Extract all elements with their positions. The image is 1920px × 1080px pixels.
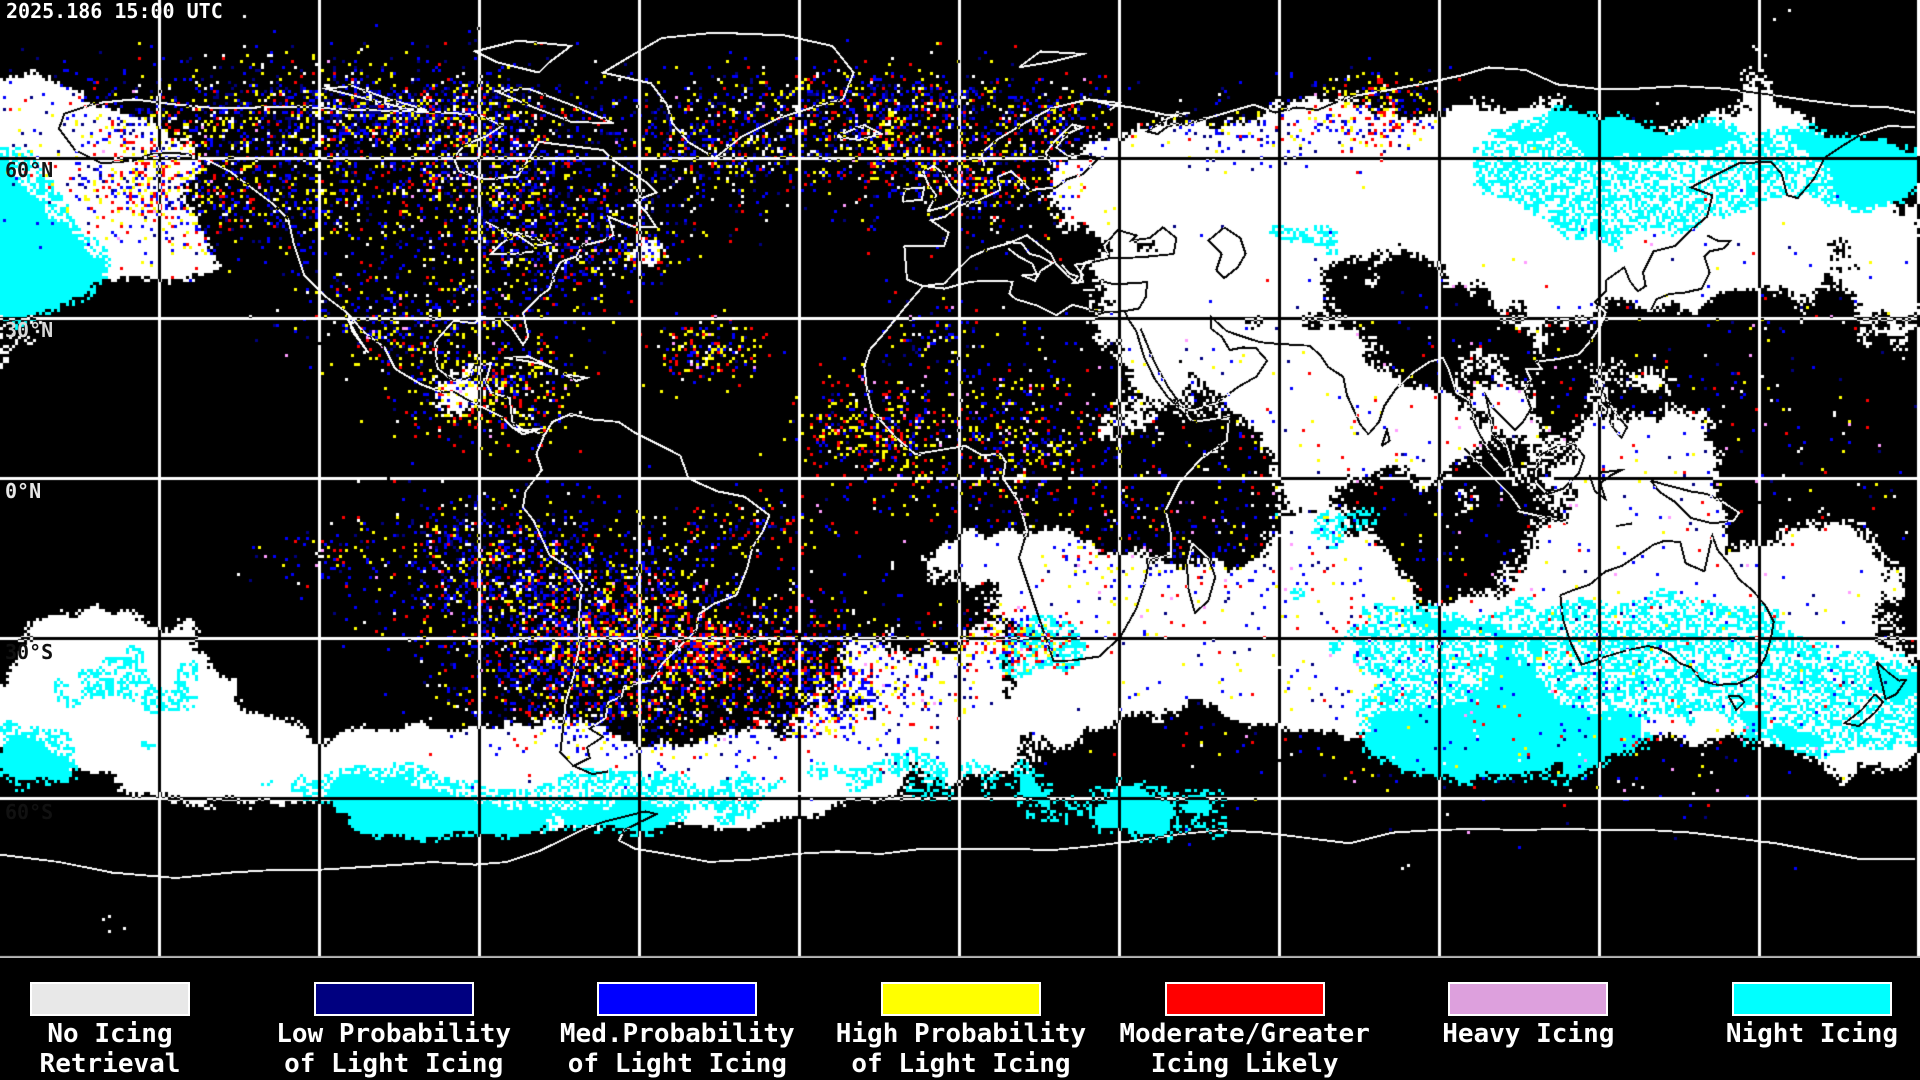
legend-swatch-moderate-greater [1164,982,1325,1016]
legend-label-line1: Low Probability [276,1019,512,1049]
map-area: 2025.186 15:00 UTC 60°N 30°N 0°N 30°S 60°S [0,0,1920,958]
legend-item-high-probability-light-icing: High Probability of Light Icing [836,982,1086,1080]
legend-item-no-icing-retrieval: No Icing Retrieval [28,982,192,1080]
legend-swatch-high-probability [880,982,1041,1016]
latitude-label-60°N: 60°N [5,158,54,182]
timestamp-label: 2025.186 15:00 UTC [6,0,223,23]
legend-swatch-low-probability [313,982,474,1016]
world-icing-map-canvas [0,0,1920,958]
legend-swatch-heavy-icing [1448,982,1609,1016]
latitude-label-30°S: 30°S [5,640,54,664]
legend-label-line2: of Light Icing [567,1049,787,1079]
legend-item-med-probability-light-icing: Med.Probability of Light Icing [560,982,795,1080]
legend-bar: No Icing Retrieval Low Probability of Li… [0,958,1920,1080]
latitude-label-30°N: 30°N [5,318,54,342]
legend-label-line1: High Probability [835,1019,1087,1049]
legend-swatch-night-icing [1731,982,1892,1016]
legend-item-moderate-greater-icing: Moderate/Greater Icing Likely [1119,982,1370,1080]
legend-swatch-no-icing [30,982,190,1016]
legend-label-line2: of Light Icing [851,1049,1071,1079]
legend-item-low-probability-light-icing: Low Probability of Light Icing [276,982,511,1080]
latitude-label-60°S: 60°S [5,800,54,824]
legend-swatch-med-probability [597,982,758,1016]
legend-label-line1: Heavy Icing [1442,1019,1615,1049]
legend-item-night-icing: Night Icing [1726,982,1898,1080]
legend-label-line2: of Light Icing [284,1049,504,1079]
legend-label-line2: Icing Likely [1150,1049,1339,1079]
latitude-label-0°N: 0°N [5,479,42,503]
legend-label-line1: Med.Probability [559,1019,795,1049]
legend-label-line1: No Icing [47,1019,173,1049]
legend-label-line2: Retrieval [39,1049,181,1079]
legend-label-line1: Moderate/Greater [1119,1019,1370,1049]
legend-label-line1: Night Icing [1725,1019,1899,1049]
legend-item-heavy-icing: Heavy Icing [1442,982,1614,1080]
